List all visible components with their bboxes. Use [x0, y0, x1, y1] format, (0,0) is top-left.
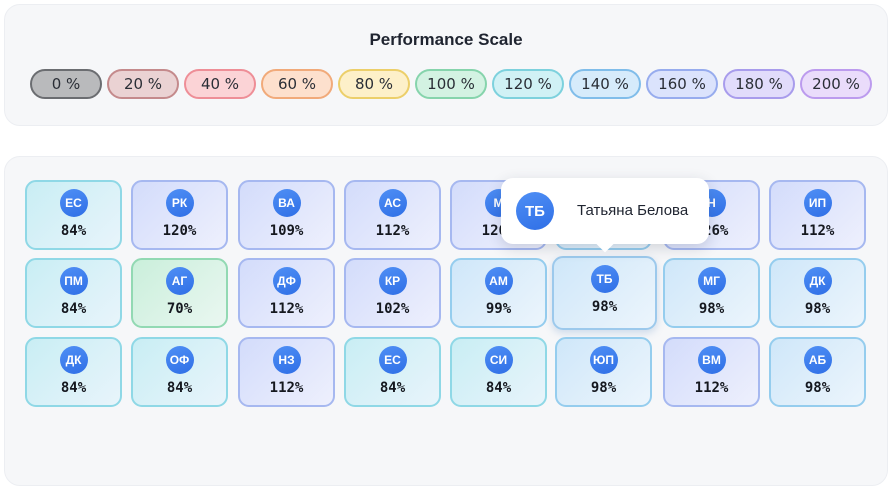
scale-chip-20[interactable]: 20 % — [107, 69, 179, 99]
employee-avatar: АГ — [165, 267, 194, 295]
employee-avatar: ДФ — [272, 267, 301, 295]
employee-tile[interactable]: ДФ 112% — [238, 258, 335, 328]
performance-scale-card: Performance Scale 0 % 20 % 40 % 60 % 80 … — [4, 4, 888, 126]
employee-performance: 70% — [166, 301, 193, 317]
employee-avatar: КР — [378, 267, 407, 295]
employee-avatar: ИП — [803, 189, 832, 217]
employee-performance: 84% — [60, 380, 87, 396]
employee-tile[interactable]: МГ 98% — [663, 258, 760, 328]
employee-avatar: АС — [378, 189, 407, 217]
employee-tile[interactable]: АМ 99% — [450, 258, 547, 328]
employee-avatar: ПМ — [59, 267, 88, 295]
employee-avatar: ВМ — [697, 346, 726, 374]
employee-tile[interactable]: ВА 109% — [238, 180, 335, 250]
employee-tile[interactable]: Н 126% — [663, 180, 760, 250]
employee-performance: 84% — [166, 380, 193, 396]
employee-tile[interactable]: КР 102% — [344, 258, 441, 328]
scale-chip-140[interactable]: 140 % — [569, 69, 641, 99]
employee-tile[interactable]: АБ 98% — [769, 337, 866, 407]
employee-avatar: НЗ — [272, 346, 301, 374]
scale-chip-180[interactable]: 180 % — [723, 69, 795, 99]
employee-avatar: ЮП — [589, 346, 618, 374]
employee-performance: 84% — [485, 380, 512, 396]
employee-performance: 99% — [485, 301, 512, 317]
employee-tile[interactable]: ЕС 84% — [25, 180, 122, 250]
employee-performance: 109% — [269, 223, 304, 239]
employee-avatar: АМ — [484, 267, 513, 295]
employee-avatar: ЕС — [378, 346, 407, 374]
employee-avatar: ДК — [59, 346, 88, 374]
employee-tile[interactable]: ТБ 98% — [552, 256, 657, 330]
employee-performance: 98% — [804, 301, 831, 317]
employee-tile[interactable]: ОФ 84% — [131, 337, 228, 407]
scale-chip-80[interactable]: 80 % — [338, 69, 410, 99]
employee-performance: 98% — [698, 301, 725, 317]
employee-avatar: РК — [165, 189, 194, 217]
employee-tile[interactable]: ИП 112% — [769, 180, 866, 250]
employee-tile[interactable]: ВМ 112% — [663, 337, 760, 407]
scale-chip-60[interactable]: 60 % — [261, 69, 333, 99]
scale-chip-40[interactable]: 40 % — [184, 69, 256, 99]
employee-avatar: ДК — [803, 267, 832, 295]
employee-avatar: МГ — [697, 267, 726, 295]
employee-performance: 102% — [375, 301, 410, 317]
employee-tile[interactable]: ЕС 84% — [344, 337, 441, 407]
employee-tile[interactable]: АС 112% — [344, 180, 441, 250]
employee-tile[interactable]: НЗ 112% — [238, 337, 335, 407]
employee-performance: 112% — [375, 223, 410, 239]
employee-tile[interactable]: ЮП 98% — [555, 337, 652, 407]
employee-avatar: ОФ — [165, 346, 194, 374]
employee-tile[interactable]: ПМ 84% — [25, 258, 122, 328]
employee-avatar: АБ — [803, 346, 832, 374]
employee-performance: 98% — [804, 380, 831, 396]
tooltip-employee-name: Татьяна Белова — [577, 202, 689, 219]
employee-performance: 112% — [694, 380, 729, 396]
scale-chip-0[interactable]: 0 % — [30, 69, 102, 99]
scale-chip-100[interactable]: 100 % — [415, 69, 487, 99]
employee-avatar: ВА — [272, 189, 301, 217]
scale-chip-120[interactable]: 120 % — [492, 69, 564, 99]
employee-performance: 120% — [162, 223, 197, 239]
scale-chips: 0 % 20 % 40 % 60 % 80 % 100 % 120 % 140 … — [30, 69, 872, 99]
scale-chip-200[interactable]: 200 % — [800, 69, 872, 99]
employee-performance: 98% — [590, 380, 617, 396]
scale-title: Performance Scale — [369, 30, 523, 49]
scale-chip-160[interactable]: 160 % — [646, 69, 718, 99]
employee-tooltip: ТБ Татьяна Белова — [501, 178, 709, 253]
employee-performance: 84% — [379, 380, 406, 396]
employee-avatar: ТБ — [590, 265, 619, 293]
employee-performance: 84% — [60, 223, 87, 239]
employee-performance: 112% — [269, 380, 304, 396]
employee-avatar: СИ — [484, 346, 513, 374]
employee-tile[interactable]: СИ 84% — [450, 337, 547, 407]
employee-tile[interactable]: РК 120% — [131, 180, 228, 250]
employee-performance: 98% — [591, 299, 618, 315]
employee-tile[interactable]: ДК 98% — [769, 258, 866, 328]
employee-performance: 112% — [800, 223, 835, 239]
employee-performance: 84% — [60, 301, 87, 317]
tooltip-avatar: ТБ — [516, 192, 554, 230]
employee-tile[interactable]: АГ 70% — [131, 258, 228, 328]
employee-performance: 112% — [269, 301, 304, 317]
employee-tile[interactable]: ДК 84% — [25, 337, 122, 407]
employee-avatar: ЕС — [59, 189, 88, 217]
